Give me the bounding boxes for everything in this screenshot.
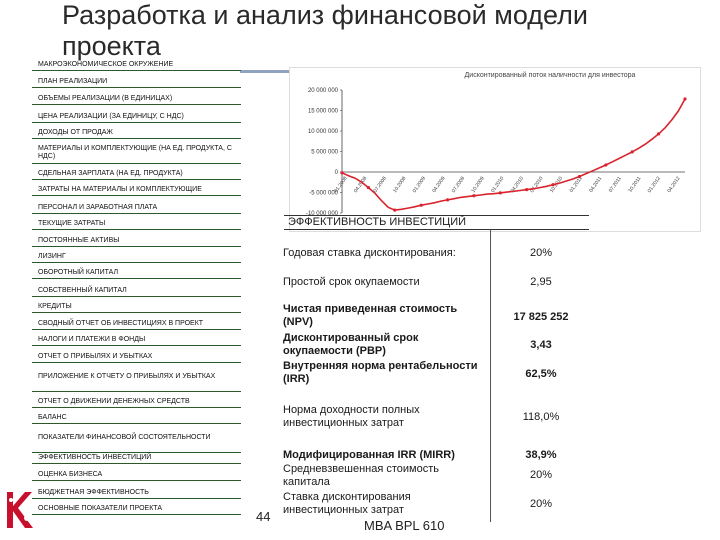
x-tick-label: 07.2008	[373, 176, 388, 194]
menu-item[interactable]: ПОКАЗАТЕЛИ ФИНАНСОВОЙ СОСТОЯТЕЛЬНОСТИ	[32, 434, 241, 453]
metric-value: 38,9%	[525, 449, 557, 461]
x-tick-label: 01.2009	[412, 176, 427, 194]
page-title: Разработка и анализ финансовой модели пр…	[62, 0, 588, 61]
x-tick-label: 01.2012	[647, 176, 662, 194]
menu-item[interactable]: НАЛОГИ И ПЛАТЕЖИ В ФОНДЫ	[32, 336, 241, 346]
menu-item[interactable]: БАЛАНС	[32, 414, 241, 424]
metric-value: 2,95	[530, 276, 552, 288]
y-tick-label: -5 000 000	[309, 191, 338, 197]
menu-item[interactable]: ОТЧЕТ О ДВИЖЕНИИ ДЕНЕЖНЫХ СРЕДСТВ	[32, 398, 241, 408]
x-tick-label: 01.2010	[490, 176, 505, 194]
menu-item[interactable]: СДЕЛЬНАЯ ЗАРПЛАТА (на ед. продукта)	[32, 170, 241, 180]
x-tick-label: 07.2011	[608, 176, 623, 194]
metric-label: Средневзвешенная стоимость капитала	[283, 463, 439, 488]
series-line	[341, 98, 686, 211]
metric-label: Ставка дисконтирования инвестиционных за…	[283, 491, 411, 516]
metric-label: Простой срок окупаемости	[283, 276, 420, 288]
y-tick-label: 10 000 000	[308, 129, 339, 135]
menu-item[interactable]: ПЕРСОНАЛ И ЗАРАБОТНАЯ ПЛАТА	[32, 204, 241, 214]
data-point	[551, 183, 555, 187]
metrics-header: ЭФФЕКТИВНОСТЬ ИНВЕСТИЦИЙ	[284, 215, 589, 230]
data-point	[393, 208, 397, 212]
menu-item[interactable]: ПОСТОЯННЫЕ АКТИВЫ	[32, 237, 241, 247]
menu-item[interactable]: ОСНОВНЫЕ ПОКАЗАТЕЛИ ПРОЕКТА	[32, 505, 241, 515]
x-tick-label: 07.2009	[451, 176, 466, 194]
x-tick-label: 10.2008	[392, 176, 407, 194]
page-number: 44	[256, 509, 271, 524]
menu-item[interactable]: МАТЕРИАЛЫ И КОМПЛЕКТУЮЩИЕ (на ед. продук…	[32, 145, 241, 164]
metrics-divider	[490, 230, 491, 522]
x-tick-label: 04.2011	[588, 176, 603, 194]
metric-label: Норма доходности полных инвестиционных з…	[283, 404, 420, 429]
metric-label: Внутренняя норма рентабельности (IRR)	[283, 360, 478, 385]
y-tick-label: 0	[335, 170, 339, 176]
x-tick-label: 10.2011	[627, 176, 642, 194]
metric-label: Годовая ставка дисконтирования:	[283, 247, 456, 259]
kpi-logo-icon	[7, 492, 33, 528]
menu-item[interactable]: ОТЧЕТ О ПРИБЫЛЯХ И УБЫТКАХ	[32, 353, 241, 363]
data-point	[498, 191, 502, 195]
data-point	[340, 171, 344, 175]
menu-item[interactable]: КРЕДИТЫ	[32, 303, 241, 313]
menu-item[interactable]: ПЛАН РЕАЛИЗАЦИИ	[32, 78, 241, 88]
metric-label: Чистая приведенная стоимость (NPV)	[283, 303, 458, 328]
menu-item[interactable]: МАКРОЭКОНОМИЧЕСКОЕ ОКРУЖЕНИЕ	[32, 61, 241, 71]
metric-value: 3,43	[530, 339, 552, 351]
y-tick-label: 5 000 000	[311, 150, 338, 156]
y-tick-label: 20 000 000	[308, 88, 339, 94]
metric-value: 62,5%	[525, 368, 557, 380]
menu-item[interactable]: ПРИЛОЖЕНИЕ К ОТЧЕТУ О ПРИБЫЛЯХ И УБЫТКАХ	[32, 373, 241, 392]
data-point	[604, 163, 608, 167]
y-tick-label: -10 000 000	[306, 211, 339, 217]
menu-item[interactable]: ТЕКУЩИЕ ЗАТРАТЫ	[32, 220, 241, 230]
metric-value: 118,0%	[522, 411, 560, 423]
menu-item[interactable]: ЦЕНА РЕАЛИЗАЦИИ (за единицу, с НДС)	[32, 113, 241, 123]
menu-item[interactable]: ОБОРОТНЫЙ КАПИТАЛ	[32, 269, 241, 279]
data-point	[472, 194, 476, 198]
title-underline	[240, 70, 300, 73]
data-point	[366, 185, 370, 190]
metric-label: Дисконтированный срок окупаемости (PBP)	[283, 332, 419, 357]
menu-item[interactable]: ОБЪЕМЫ РЕАЛИЗАЦИИ (в единицах)	[32, 95, 241, 105]
x-tick-label: 10.2009	[470, 176, 485, 194]
metric-value: 20%	[529, 247, 553, 259]
data-point	[525, 188, 529, 192]
chart-title: Дисконтированный поток наличности для ин…	[464, 72, 636, 79]
metric-value: 20%	[529, 498, 553, 510]
data-point	[657, 132, 661, 136]
data-point	[683, 97, 687, 101]
footer-text: MBA BPL 610	[364, 518, 445, 533]
y-tick-label: 15 000 000	[308, 109, 339, 115]
x-tick-label: 01.2008	[333, 176, 348, 194]
data-point	[445, 198, 450, 202]
x-tick-label: 04.2009	[431, 176, 446, 194]
menu-item[interactable]: СОБСТВЕННЫЙ КАПИТАЛ	[32, 287, 241, 297]
data-point	[419, 203, 423, 207]
menu-item[interactable]: ОЦЕНКА БИЗНЕСА	[32, 471, 241, 481]
menu-item[interactable]: БЮДЖЕТНАЯ ЭФФЕКТИВНОСТЬ	[32, 489, 241, 499]
menu-item[interactable]: ЛИЗИНГ	[32, 253, 241, 263]
data-point	[630, 150, 634, 154]
x-tick-label: 07.2010	[529, 176, 544, 194]
data-point	[577, 174, 582, 179]
menu-item[interactable]: ЗАТРАТЫ НА МАТЕРИАЛЫ И КОМПЛЕКТУЮЩИЕ	[32, 186, 241, 196]
metric-label: Модифицированная IRR (MIRR)	[283, 449, 455, 461]
menu-item[interactable]: СВОДНЫЙ ОТЧЕТ ОБ ИНВЕСТИЦИЯХ В ПРОЕКТ	[32, 320, 241, 330]
menu-item[interactable]: ЭФФЕКТИВНОСТЬ ИНВЕСТИЦИЙ	[32, 454, 241, 464]
metric-value: 20%	[529, 469, 553, 481]
chart-plot: 20 000 000 15 000 000 10 000 000 5 000 000 0…	[306, 88, 687, 217]
menu-item[interactable]: ДОХОДЫ ОТ ПРОДАЖ	[32, 129, 241, 139]
x-tick-label: 04.2012	[666, 176, 681, 194]
cash-flow-chart: Дисконтированный поток наличности для ин…	[289, 67, 701, 232]
metric-value: 17 825 252	[513, 311, 569, 323]
